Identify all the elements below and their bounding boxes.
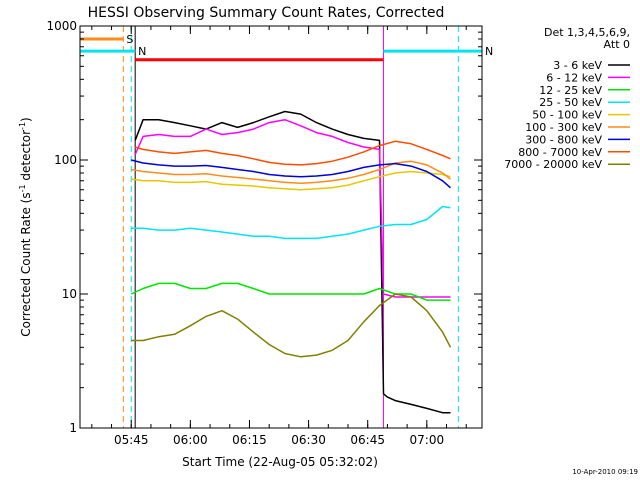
- y-tick-label-2: 100: [54, 153, 77, 167]
- plot-frame: [79, 25, 483, 429]
- x-axis-label: Start Time (22-Aug-05 05:32:02): [182, 455, 378, 469]
- x-tick-label-4: 06:45: [350, 433, 385, 447]
- y-tick-label-1: 10: [62, 287, 77, 301]
- legend-label-4: 50 - 100 keV: [532, 109, 602, 122]
- timestamp: 10-Apr-2010 09:19: [572, 468, 638, 476]
- x-axis: 05:45 06:00 06:15 06:30 06:45 07:00: [91, 26, 467, 447]
- flag-bars: SN N: [80, 33, 493, 62]
- flag-label-2: N: [485, 45, 493, 58]
- series-line-6: [131, 159, 451, 189]
- x-tick-label-5: 07:00: [410, 433, 445, 447]
- chart-title: HESSI Observing Summary Count Rates, Cor…: [88, 5, 445, 21]
- x-tick-label-2: 06:15: [232, 433, 267, 447]
- plot-area: SN N: [79, 26, 493, 428]
- y-axis: 1 10 100 1000: [46, 19, 482, 435]
- x-tick-label-1: 06:00: [173, 433, 208, 447]
- legend-label-6: 300 - 800 keV: [525, 133, 602, 146]
- series-line-2: [130, 282, 451, 301]
- legend-header-0: Det 1,3,4,5,6,9,: [544, 26, 630, 39]
- y-axis-label-mid: detector: [19, 130, 33, 185]
- series-line-7: [134, 140, 451, 166]
- x-tick-label-3: 06:30: [291, 433, 326, 447]
- y-axis-label: Corrected Count Rate (s-1 detector-1): [18, 117, 33, 336]
- y-tick-label-3: 1000: [46, 19, 77, 33]
- series-line-5: [131, 160, 451, 185]
- x-tick-label-0: 05:45: [114, 433, 149, 447]
- legend-label-5: 100 - 300 keV: [525, 121, 602, 134]
- y-axis-label-main: Corrected Count Rate (s: [19, 192, 33, 336]
- legend-label-7: 800 - 7000 keV: [518, 146, 602, 159]
- series-line-1: [134, 118, 451, 298]
- legend-label-8: 7000 - 20000 keV: [504, 158, 602, 171]
- y-axis-label-end: ): [19, 117, 33, 122]
- flag-label-1: N: [138, 45, 146, 58]
- y-tick-label-0: 1: [69, 421, 77, 435]
- legend-header-1: Att 0: [604, 38, 630, 51]
- series-line-4: [131, 170, 451, 191]
- y-axis-label-sup1: -1: [18, 184, 27, 192]
- series-line-3: [131, 205, 451, 240]
- legend-label-1: 6 - 12 keV: [546, 71, 602, 84]
- series-line-0: [134, 110, 451, 414]
- flag-label-0: S: [126, 33, 133, 46]
- series-lines: [130, 110, 452, 414]
- legend-label-2: 12 - 25 keV: [539, 84, 602, 97]
- y-axis-label-sup2: -1: [18, 122, 27, 130]
- legend-label-0: 3 - 6 keV: [553, 59, 602, 72]
- series-line-8: [131, 293, 452, 358]
- legend-label-3: 25 - 50 keV: [539, 96, 602, 109]
